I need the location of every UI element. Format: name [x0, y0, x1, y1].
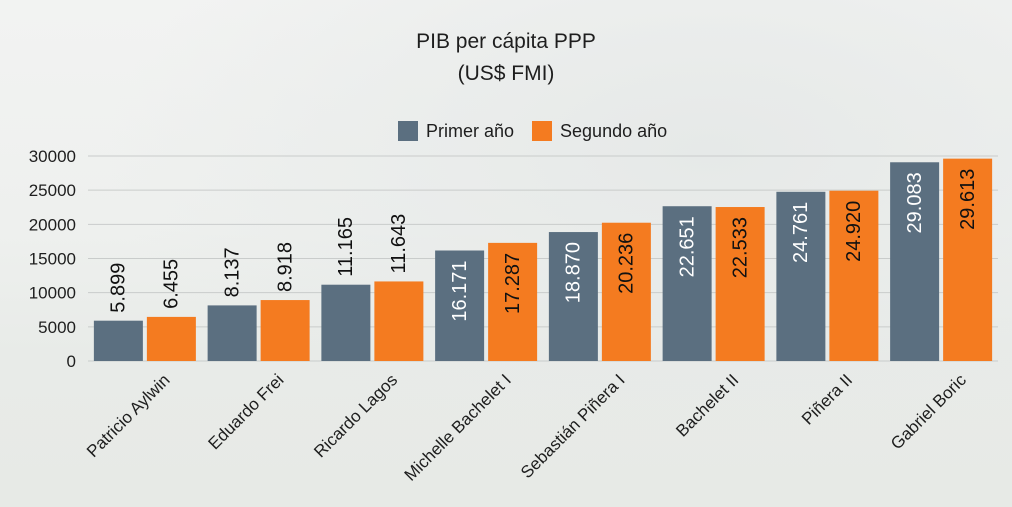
data-label: 29.083 — [904, 172, 926, 233]
bar-primer — [890, 162, 940, 361]
data-label: 6.455 — [161, 259, 183, 309]
y-tick-label: 25000 — [29, 181, 76, 200]
data-label: 24.761 — [790, 202, 812, 263]
bar-primer — [207, 305, 257, 361]
legend-label-segundo: Segundo año — [560, 120, 668, 141]
category-label: Bachelet II — [672, 370, 742, 440]
data-label: 8.918 — [274, 242, 296, 292]
y-tick-label: 5000 — [38, 318, 76, 337]
bar-segundo — [601, 222, 651, 361]
category-label: Sebastián Piñera I — [517, 370, 629, 482]
legend-item-primer: Primer año — [398, 121, 514, 142]
y-tick-label: 20000 — [29, 215, 76, 234]
legend: Primer año Segundo año — [398, 117, 675, 145]
data-label: 18.870 — [563, 242, 585, 303]
y-tick-label: 30000 — [29, 147, 76, 166]
bar-primer — [321, 284, 371, 361]
bar-primer — [435, 250, 485, 361]
category-label: Eduardo Frei — [205, 370, 288, 453]
bar-segundo — [943, 158, 993, 361]
bar-segundo — [488, 242, 538, 361]
y-tick-label: 0 — [67, 352, 76, 371]
data-label: 22.533 — [729, 217, 751, 278]
data-label: 17.287 — [502, 253, 524, 314]
bar-primer — [93, 320, 143, 361]
category-label: Patricio Aylwin — [83, 370, 174, 461]
y-tick-label: 15000 — [29, 250, 76, 269]
legend-item-segundo: Segundo año — [532, 121, 667, 142]
bar-segundo — [260, 300, 310, 361]
data-label: 16.171 — [449, 260, 471, 321]
bar-segundo — [715, 207, 765, 361]
legend-swatch-primer — [398, 121, 418, 141]
data-label: 11.643 — [388, 214, 410, 274]
data-label: 22.651 — [676, 216, 698, 277]
bar-primer — [548, 232, 598, 361]
bar-primer — [662, 206, 712, 361]
bar-segundo — [829, 190, 879, 361]
chart-subtitle: (US$ FMI) — [457, 62, 555, 85]
bar-primer — [776, 191, 826, 361]
y-tick-label: 10000 — [29, 284, 76, 303]
legend-swatch-segundo — [532, 121, 553, 141]
data-label: 5.899 — [108, 263, 130, 313]
category-label: Ricardo Lagos — [310, 370, 401, 461]
legend-label-primer: Primer año — [426, 120, 515, 141]
category-label: Piñera II — [798, 370, 856, 428]
bar-segundo — [146, 316, 196, 361]
category-label: Michelle Bachelet I — [401, 370, 515, 484]
data-label: 24.920 — [843, 201, 865, 262]
category-label: Gabriel Boric — [887, 370, 970, 453]
data-label: 8.137 — [221, 247, 243, 297]
data-label: 11.165 — [335, 217, 357, 277]
chart-title: PIB per cápita PPP — [416, 30, 596, 53]
data-label: 20.236 — [616, 233, 638, 294]
bar-segundo — [374, 281, 424, 361]
data-label: 29.613 — [957, 169, 979, 230]
